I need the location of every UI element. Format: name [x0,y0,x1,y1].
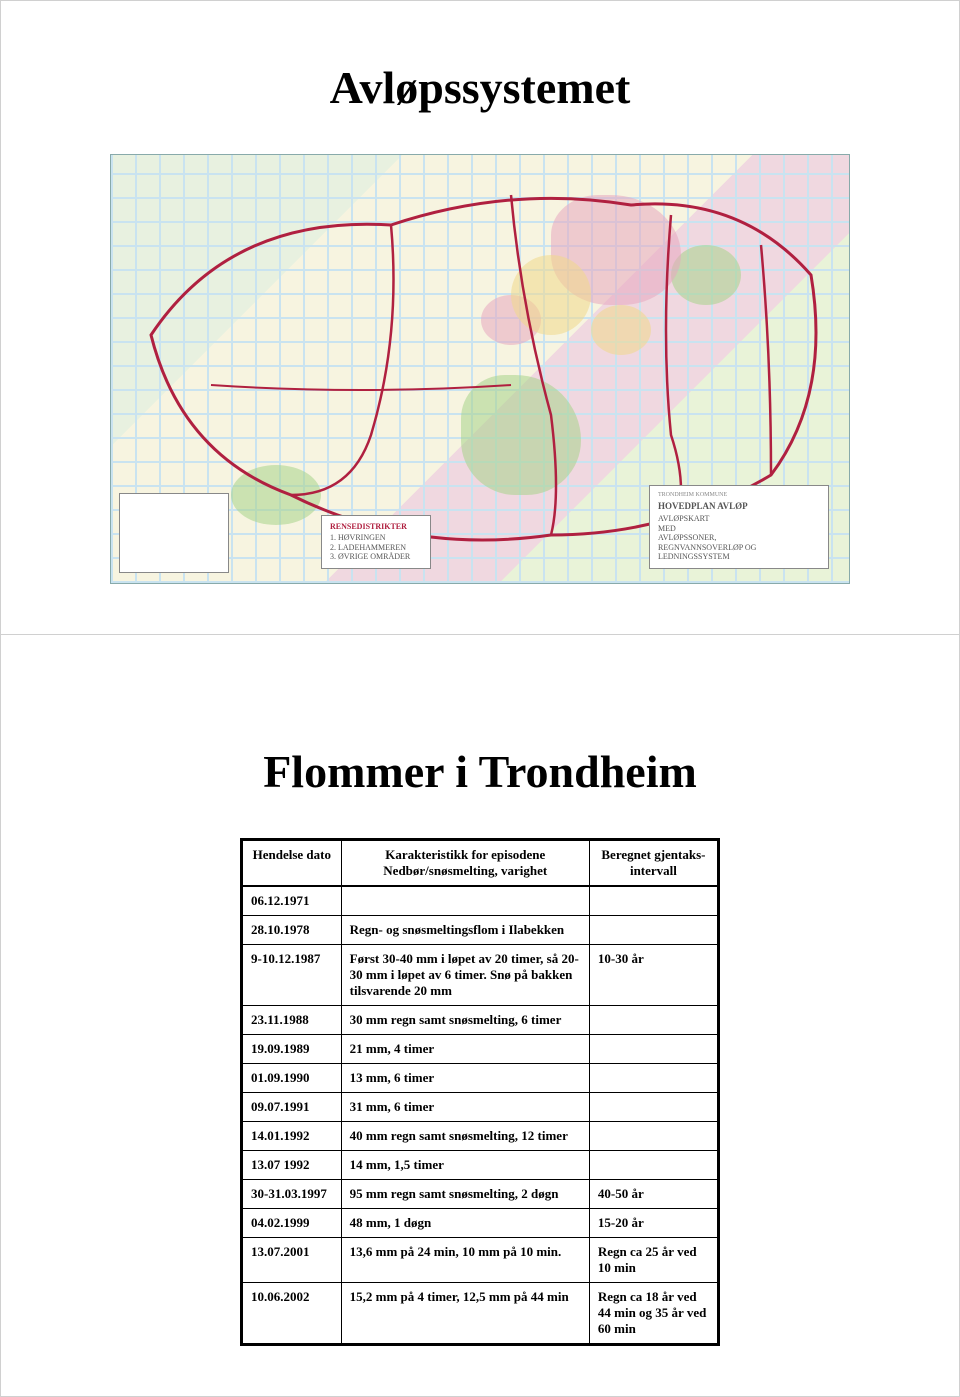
map-inner-line-4 [761,245,771,475]
cell-char: 48 mm, 1 døgn [341,1209,589,1238]
cell-date: 10.06.2002 [242,1283,342,1345]
cell-char [341,886,589,916]
legend-right-line-1: MED [658,524,820,534]
legend-center-heading: RENSEDISTRIKTER [330,522,422,532]
cell-date: 06.12.1971 [242,886,342,916]
cell-date: 23.11.1988 [242,1006,342,1035]
cell-interval [589,1093,718,1122]
legend-center-line-1: 2. LADEHAMMEREN [330,543,422,553]
cell-interval: Regn ca 25 år ved 10 min [589,1238,718,1283]
cell-interval [589,1064,718,1093]
cell-char: 30 mm regn samt snøsmelting, 6 timer [341,1006,589,1035]
slide2-title: Flommer i Trondheim [31,745,929,798]
cell-date: 30-31.03.1997 [242,1180,342,1209]
slide-1: Avløpssystemet RENSEDISTRIKTER 1. HØVRIN… [0,0,960,635]
cell-interval: 10-30 år [589,945,718,1006]
cell-interval: Regn ca 18 år ved 44 min og 35 år ved 60… [589,1283,718,1345]
cell-date: 13.07 1992 [242,1151,342,1180]
map-legend-left [119,493,229,573]
cell-char: 13 mm, 6 timer [341,1064,589,1093]
legend-right-heading: HOVEDPLAN AVLØP [658,501,820,512]
map-inner-line-2 [511,195,556,535]
cell-interval: 15-20 år [589,1209,718,1238]
header-date: Hendelse dato [242,840,342,887]
legend-right-line-2: AVLØPSSONER, [658,533,820,543]
cell-interval [589,1151,718,1180]
cell-interval: 40-50 år [589,1180,718,1209]
cell-char: Regn- og snøsmeltingsflom i Ilabekken [341,916,589,945]
table-row: 04.02.199948 mm, 1 døgn15-20 år [242,1209,719,1238]
map-inner-line-5 [211,385,511,390]
map-legend-center: RENSEDISTRIKTER 1. HØVRINGEN 2. LADEHAMM… [321,515,431,569]
table-row: 13.07.200113,6 mm på 24 min, 10 mm på 10… [242,1238,719,1283]
table-row: 30-31.03.199795 mm regn samt snøsmelting… [242,1180,719,1209]
cell-date: 19.09.1989 [242,1035,342,1064]
cell-char: Først 30-40 mm i løpet av 20 timer, så 2… [341,945,589,1006]
table-row: 09.07.199131 mm, 6 timer [242,1093,719,1122]
cell-char: 95 mm regn samt snøsmelting, 2 døgn [341,1180,589,1209]
cell-interval [589,1006,718,1035]
flood-table: Hendelse dato Karakteristikk for episode… [240,838,720,1346]
cell-date: 04.02.1999 [242,1209,342,1238]
legend-center-line-2: 3. ØVRIGE OMRÅDER [330,552,422,562]
legend-right-line-0: AVLØPSKART [658,514,820,524]
cell-char: 13,6 mm på 24 min, 10 mm på 10 min. [341,1238,589,1283]
cell-interval [589,886,718,916]
table-row: 28.10.1978Regn- og snøsmeltingsflom i Il… [242,916,719,945]
legend-left-text [128,500,220,508]
slide-2: Flommer i Trondheim Hendelse dato Karakt… [0,635,960,1397]
header-interval: Beregnet gjentaks-intervall [589,840,718,887]
cell-date: 01.09.1990 [242,1064,342,1093]
table-row: 14.01.199240 mm regn samt snøsmelting, 1… [242,1122,719,1151]
header-char: Karakteristikk for episodene Nedbør/snøs… [341,840,589,887]
cell-date: 9-10.12.1987 [242,945,342,1006]
cell-date: 28.10.1978 [242,916,342,945]
cell-char: 31 mm, 6 timer [341,1093,589,1122]
map-inner-line-1 [291,225,394,495]
table-row: 06.12.1971 [242,886,719,916]
table-body: 06.12.197128.10.1978Regn- og snøsmelting… [242,886,719,1345]
cell-interval [589,1122,718,1151]
table-row: 19.09.198921 mm, 4 timer [242,1035,719,1064]
cell-date: 13.07.2001 [242,1238,342,1283]
table-row: 13.07 199214 mm, 1,5 timer [242,1151,719,1180]
cell-char: 14 mm, 1,5 timer [341,1151,589,1180]
map-legend-right: TRONDHEIM KOMMUNE HOVEDPLAN AVLØP AVLØPS… [649,485,829,569]
cell-char: 21 mm, 4 timer [341,1035,589,1064]
map-image: RENSEDISTRIKTER 1. HØVRINGEN 2. LADEHAMM… [110,154,850,584]
cell-date: 14.01.1992 [242,1122,342,1151]
cell-interval [589,916,718,945]
cell-char: 40 mm regn samt snøsmelting, 12 timer [341,1122,589,1151]
table-row: 01.09.199013 mm, 6 timer [242,1064,719,1093]
cell-date: 09.07.1991 [242,1093,342,1122]
slide1-title: Avløpssystemet [31,61,929,114]
cell-char: 15,2 mm på 4 timer, 12,5 mm på 44 min [341,1283,589,1345]
cell-interval [589,1035,718,1064]
legend-center-line-0: 1. HØVRINGEN [330,533,422,543]
table-row: 23.11.198830 mm regn samt snøsmelting, 6… [242,1006,719,1035]
table-header-row: Hendelse dato Karakteristikk for episode… [242,840,719,887]
table-row: 10.06.200215,2 mm på 4 timer, 12,5 mm på… [242,1283,719,1345]
table-row: 9-10.12.1987Først 30-40 mm i løpet av 20… [242,945,719,1006]
legend-right-line-3: REGNVANNSOVERLØP OG LEDNINGSSYSTEM [658,543,820,562]
legend-right-sub: TRONDHEIM KOMMUNE [658,492,820,499]
